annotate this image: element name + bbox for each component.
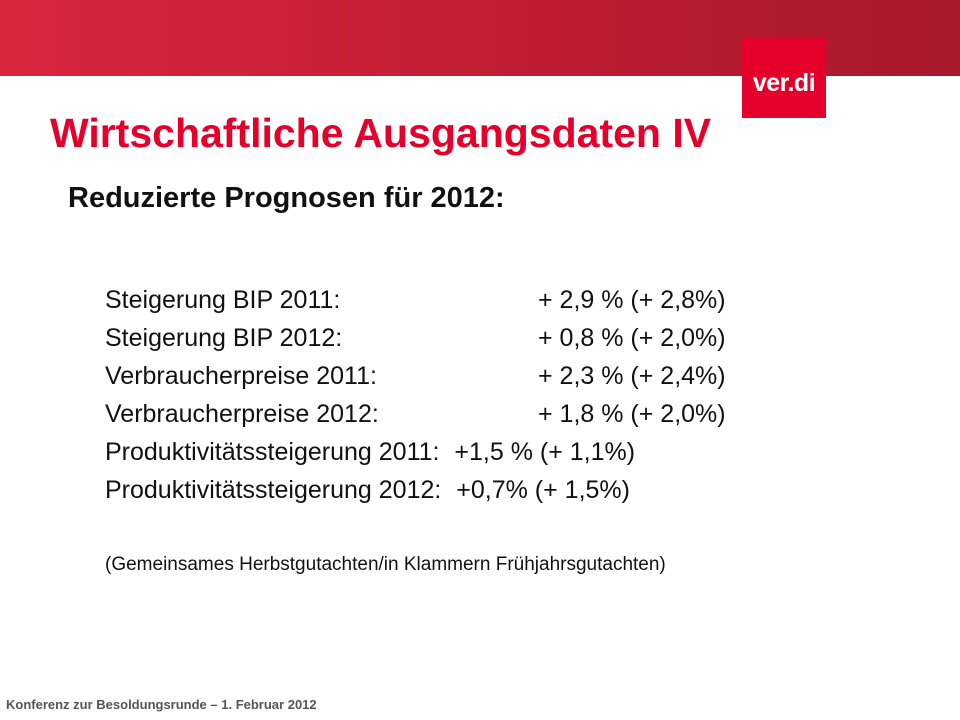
forecast-label: Verbraucherpreise 2012:: [105, 400, 379, 428]
forecast-row-bip-2012: Steigerung BIP 2012: + 0,8 % (+ 2,0%): [105, 319, 726, 357]
logo-text: ver.di: [752, 68, 816, 97]
forecast-row-prices-2011: Verbraucherpreise 2011: + 2,3 % (+ 2,4%): [105, 357, 726, 395]
forecast-value: + 2,9 % (+ 2,8%): [538, 286, 726, 314]
slide-subtitle: Reduzierte Prognosen für 2012:: [68, 182, 505, 214]
forecast-label: Verbraucherpreise 2011:: [105, 362, 377, 390]
forecast-label: Steigerung BIP 2012:: [105, 324, 343, 352]
forecast-label: Produktivitätssteigerung 2011:: [105, 438, 440, 466]
forecast-list: Steigerung BIP 2011: + 2,9 % (+ 2,8%) St…: [105, 281, 726, 509]
forecast-value: + 1,8 % (+ 2,0%): [538, 400, 726, 428]
forecast-value: +1,5 % (+ 1,1%): [454, 438, 636, 466]
forecast-value: + 0,8 % (+ 2,0%): [538, 324, 726, 352]
slide-title: Wirtschaftliche Ausgangsdaten IV: [50, 110, 712, 156]
forecast-row-bip-2011: Steigerung BIP 2011: + 2,9 % (+ 2,8%): [105, 281, 726, 319]
forecast-row-prices-2012: Verbraucherpreise 2012: + 1,8 % (+ 2,0%): [105, 395, 726, 433]
forecast-label: Steigerung BIP 2011:: [105, 286, 341, 314]
verdi-logo: ver.di: [742, 38, 826, 118]
source-note: (Gemeinsames Herbstgutachten/in Klammern…: [105, 554, 666, 575]
forecast-label: Produktivitätssteigerung 2012:: [105, 476, 442, 504]
forecast-row-productivity-2011: Produktivitätssteigerung 2011: +1,5 % (+…: [105, 433, 635, 471]
forecast-value: + 2,3 % (+ 2,4%): [538, 362, 726, 390]
forecast-value: +0,7% (+ 1,5%): [456, 476, 630, 504]
forecast-row-productivity-2012: Produktivitätssteigerung 2012: +0,7% (+ …: [105, 471, 635, 509]
footer-text: Konferenz zur Besoldungsrunde – 1. Febru…: [6, 697, 317, 712]
